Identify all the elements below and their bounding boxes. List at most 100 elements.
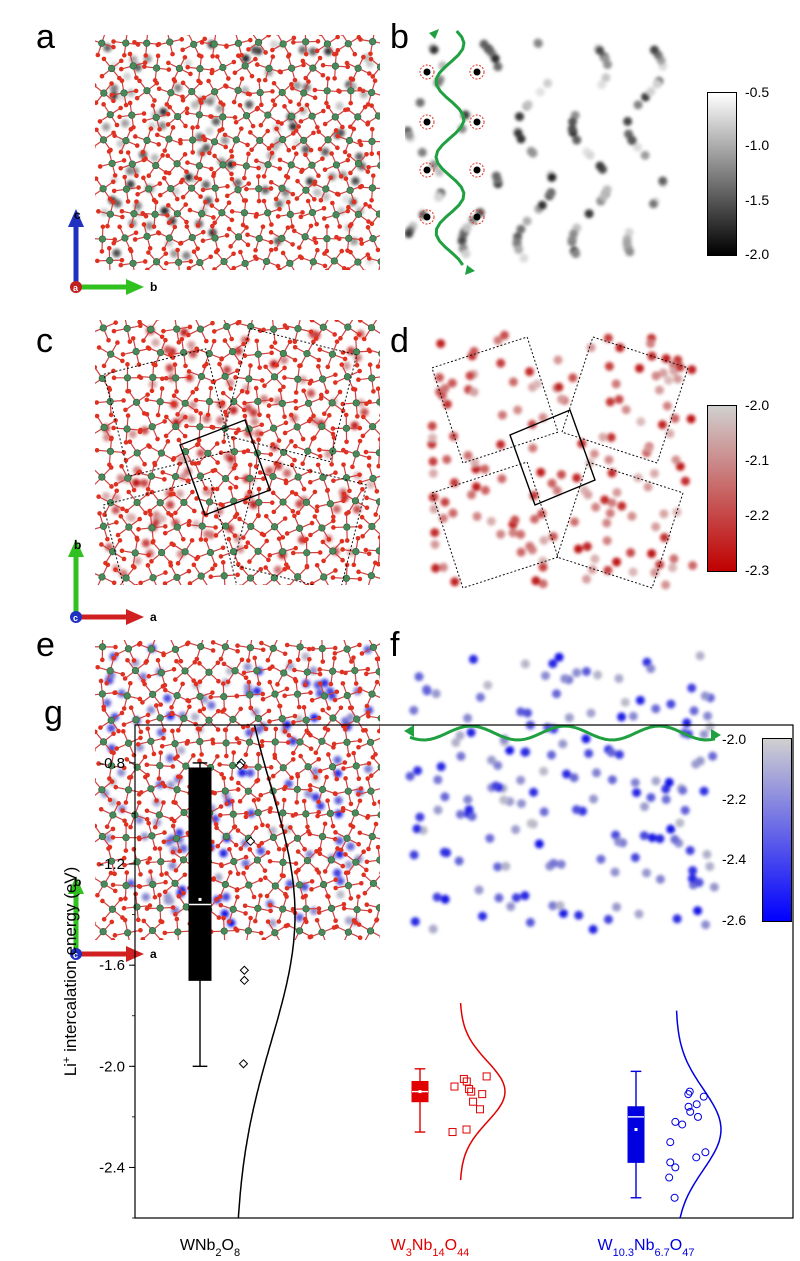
metal-atom	[211, 234, 219, 242]
metal-atom	[309, 258, 317, 266]
oxygen-atom	[363, 727, 368, 733]
oxygen-atom	[263, 364, 268, 370]
li-site	[429, 45, 439, 55]
metal-atom	[296, 738, 304, 746]
oxygen-atom	[123, 848, 129, 853]
oxygen-atom	[199, 54, 204, 59]
metal-atom	[196, 325, 205, 333]
metal-atom	[129, 259, 137, 267]
li-site	[479, 39, 489, 49]
li-site	[642, 868, 652, 878]
metal-atom	[344, 787, 352, 795]
metal-atom	[303, 350, 311, 358]
oxygen-atom	[95, 777, 96, 782]
oxygen-atom	[372, 560, 378, 566]
li-site	[473, 118, 481, 126]
oxygen-atom	[152, 460, 157, 466]
oxygen-atom	[369, 151, 375, 157]
oxygen-atom	[190, 489, 195, 495]
metal-atom	[318, 928, 326, 936]
oxygen-atom	[118, 262, 124, 268]
li-site	[590, 554, 600, 564]
oxygen-atom	[233, 926, 238, 931]
oxygen-atom	[120, 214, 125, 220]
oxygen-atom	[217, 361, 222, 367]
metal-atom	[98, 573, 106, 581]
oxygen-atom	[292, 513, 297, 519]
data-point	[238, 1059, 249, 1069]
li-site	[141, 892, 151, 902]
oxygen-atom	[341, 498, 346, 504]
oxygen-atom	[108, 870, 114, 876]
oxygen-atom	[352, 51, 358, 57]
oxygen-atom	[135, 537, 140, 542]
colorbar-f-tick-4: -2.6	[722, 912, 747, 928]
metal-atom	[264, 111, 272, 119]
y-tick-label: -2.0	[99, 1058, 125, 1075]
oxygen-atom	[329, 151, 334, 156]
metal-atom	[189, 136, 197, 144]
metal-atom	[229, 548, 238, 556]
oxygen-atom	[376, 150, 380, 156]
oxygen-atom	[159, 919, 165, 925]
oxygen-atom	[162, 419, 167, 424]
oxygen-atom	[152, 894, 158, 900]
oxygen-atom	[173, 677, 178, 682]
oxygen-atom	[259, 422, 265, 428]
li-site	[491, 781, 501, 791]
oxygen-atom	[166, 170, 172, 176]
metal-atom	[323, 40, 331, 48]
li-site	[471, 482, 481, 492]
metal-atom	[344, 323, 352, 331]
oxygen-atom	[107, 776, 112, 781]
li-site	[282, 469, 292, 478]
li-site	[470, 457, 480, 467]
oxygen-atom	[257, 365, 262, 370]
oxygen-atom	[318, 35, 323, 37]
li-site	[107, 724, 116, 733]
oxygen-atom	[345, 157, 351, 163]
oxygen-atom	[326, 537, 332, 542]
oxygen-atom	[258, 122, 264, 128]
oxygen-atom	[357, 425, 363, 431]
series-1	[411, 1003, 506, 1181]
axis-triad-a: c b a	[68, 208, 157, 295]
metal-atom	[352, 858, 360, 866]
metal-atom	[219, 161, 227, 169]
li-site	[582, 542, 592, 552]
li-site	[249, 408, 258, 418]
oxygen-atom	[358, 142, 364, 148]
oxygen-atom	[195, 246, 200, 251]
oxygen-atom	[232, 115, 238, 120]
oxygen-atom	[214, 54, 220, 59]
oxygen-atom	[325, 727, 331, 733]
metal-atom	[155, 811, 163, 819]
oxygen-atom	[306, 646, 312, 652]
oxygen-atom	[95, 447, 100, 453]
oxygen-atom	[251, 894, 257, 900]
oxygen-atom	[229, 171, 234, 177]
oxygen-atom	[291, 750, 296, 756]
oxygen-atom	[259, 102, 264, 108]
oxygen-atom	[145, 486, 151, 492]
li-site	[125, 513, 135, 522]
oxygen-atom	[95, 100, 99, 105]
oxygen-atom	[141, 918, 147, 924]
oxygen-atom	[253, 464, 259, 469]
li-site	[168, 861, 177, 871]
oxygen-atom	[238, 846, 244, 852]
li-site	[588, 924, 598, 934]
oxygen-atom	[292, 77, 298, 83]
metal-atom	[300, 136, 308, 144]
oxygen-atom	[243, 198, 249, 203]
li-site	[305, 177, 315, 186]
oxygen-atom	[144, 411, 150, 417]
oxygen-atom	[351, 562, 357, 568]
li-site	[233, 178, 242, 188]
oxygen-atom	[354, 362, 360, 368]
oxygen-atom	[157, 192, 163, 198]
oxygen-atom	[283, 480, 289, 486]
oxygen-atom	[140, 700, 145, 705]
li-site	[346, 842, 355, 851]
oxygen-atom	[324, 100, 329, 106]
